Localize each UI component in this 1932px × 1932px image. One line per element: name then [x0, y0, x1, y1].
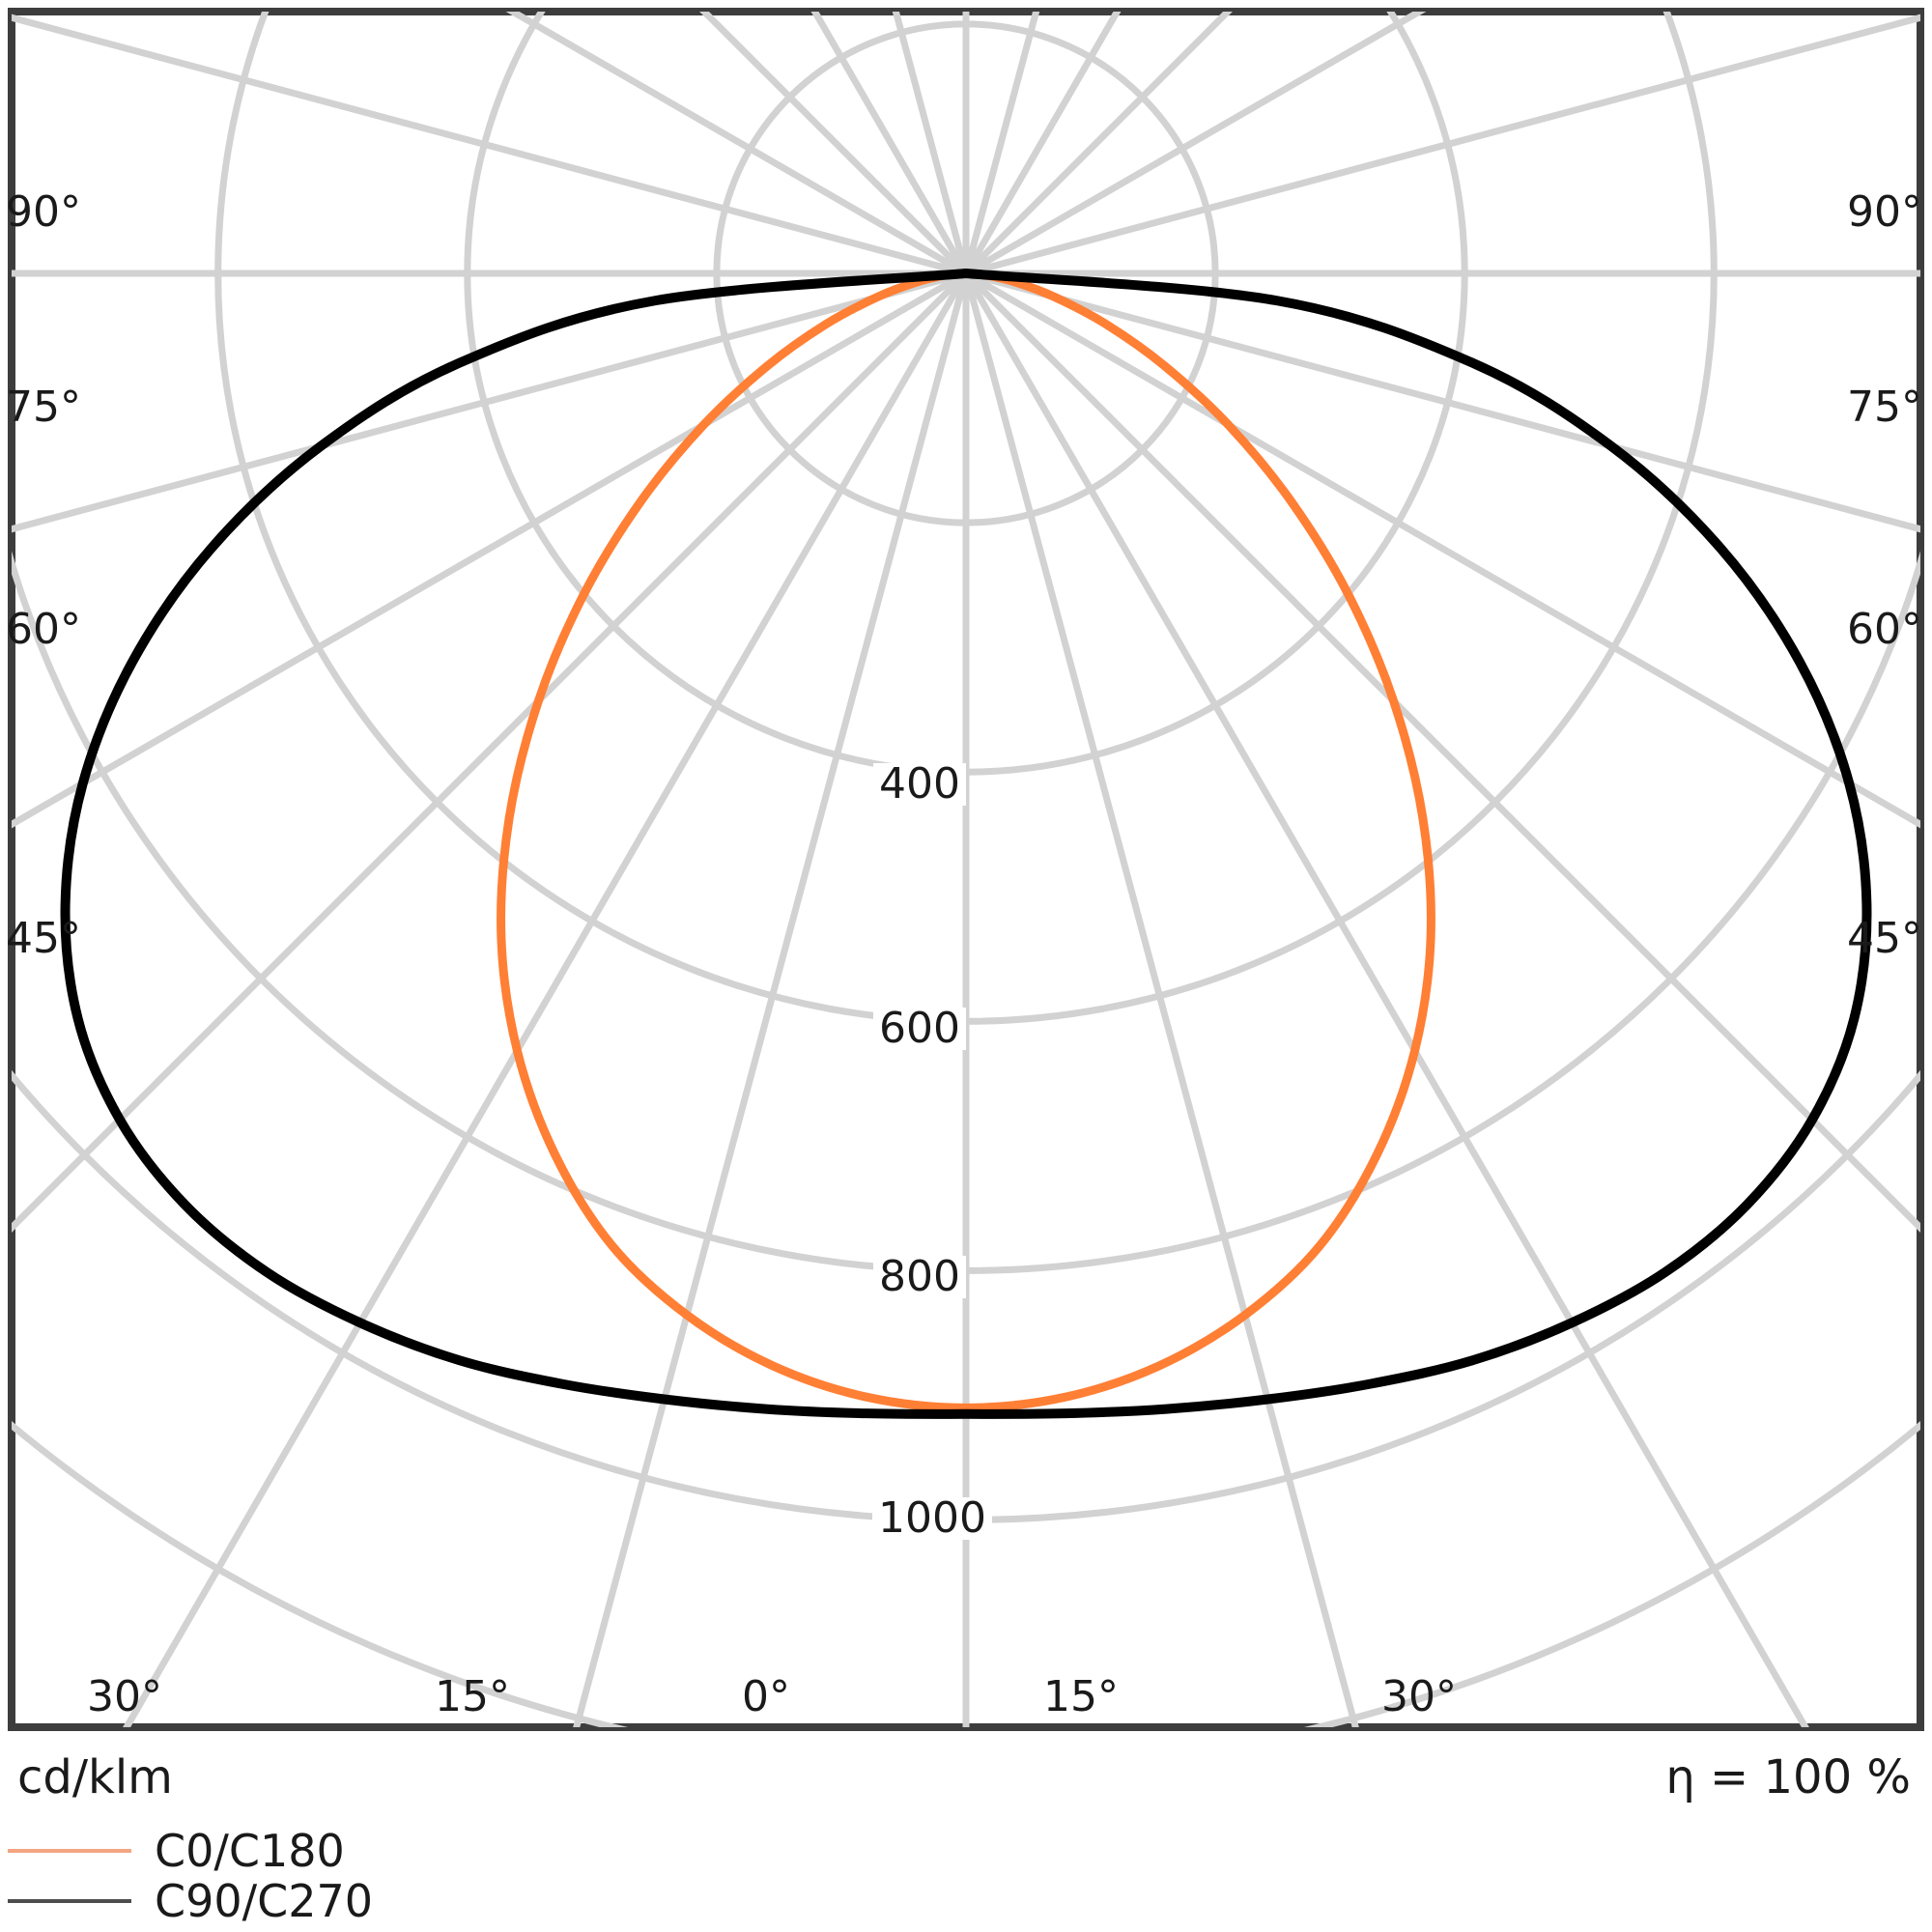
- angle-label-right-75: 75°: [1847, 383, 1922, 432]
- radial-label-600: 600: [873, 1008, 966, 1050]
- angle-label-bottom-15-right: 15°: [1043, 1672, 1119, 1721]
- legend-item-c0-c180: C0/C180: [8, 1826, 877, 1876]
- legend-label-c0-c180: C0/C180: [155, 1825, 345, 1877]
- angle-label-right-90: 90°: [1847, 187, 1922, 237]
- radial-label-800: 800: [873, 1256, 966, 1298]
- radial-label-400: 400: [873, 763, 966, 806]
- unit-label: cd/klm: [17, 1750, 173, 1804]
- angle-label-right-60: 60°: [1847, 605, 1922, 654]
- legend-item-c90-c270: C90/C270: [8, 1876, 877, 1926]
- distribution-curves: [60, 269, 1872, 1419]
- angle-label-right-45: 45°: [1847, 914, 1922, 963]
- legend-label-c90-c270: C90/C270: [155, 1875, 374, 1927]
- angle-label-left-60: 60°: [6, 605, 81, 654]
- angle-label-bottom-15-left: 15°: [435, 1672, 510, 1721]
- angle-label-bottom-30-left: 30°: [87, 1672, 162, 1721]
- legend-swatch-c0-c180: [8, 1849, 131, 1853]
- angle-label-left-90: 90°: [6, 187, 81, 237]
- angle-label-bottom-30-right: 30°: [1381, 1672, 1457, 1721]
- legend: C0/C180 C90/C270: [8, 1826, 877, 1926]
- angle-label-left-45: 45°: [6, 914, 81, 963]
- efficiency-label: η = 100 %: [1665, 1750, 1911, 1804]
- angle-label-bottom-0: 0°: [742, 1672, 790, 1721]
- legend-swatch-c90-c270: [8, 1899, 131, 1903]
- angle-label-left-75: 75°: [6, 383, 81, 432]
- radial-label-1000: 1000: [872, 1497, 992, 1540]
